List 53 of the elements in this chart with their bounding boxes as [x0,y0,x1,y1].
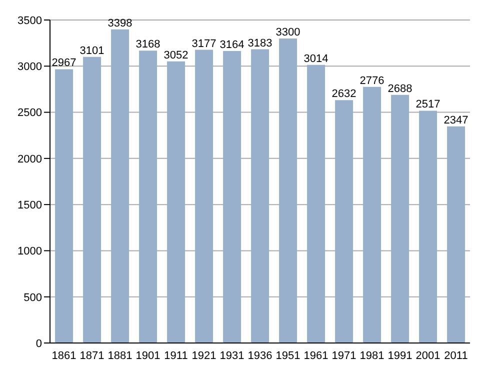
bar [83,56,102,343]
data-label: 3014 [304,52,328,65]
x-tick-label: 1921 [192,350,216,362]
bar [111,29,130,343]
data-label: 3398 [108,17,132,30]
data-label: 2688 [388,82,412,95]
bar [279,38,298,343]
x-tick-label: 1971 [332,350,356,362]
data-label: 2967 [52,57,76,70]
y-tick-label: 500 [24,292,42,304]
y-tick-label: 2000 [18,153,42,166]
bar [419,110,438,343]
x-tick-label: 1861 [52,350,76,362]
bar [223,51,242,343]
x-tick-label: 1911 [164,350,188,362]
x-tick-label: 1931 [220,350,244,362]
data-label: 3168 [136,38,160,51]
bar [447,126,466,343]
bar [307,64,326,343]
x-tick-label: 1871 [80,350,104,362]
data-label: 3052 [164,49,188,62]
data-label: 3177 [192,38,216,50]
x-tick-label: 1961 [304,350,328,362]
y-tick-label: 1000 [18,246,42,258]
x-tick-label: 1951 [276,350,300,362]
y-tick-label: 3000 [18,61,42,74]
data-label: 3183 [248,37,272,50]
bar [139,50,158,343]
bar [363,86,382,343]
bar [391,94,410,343]
x-tick-label: 2001 [416,350,440,362]
y-tick-label: 0 [36,338,42,350]
data-label: 3164 [220,39,244,52]
data-label: 3300 [276,26,300,38]
y-tick-label: 3500 [18,14,42,27]
data-label: 2776 [360,74,384,87]
x-tick-label: 1881 [108,350,132,362]
x-tick-label: 1901 [136,350,160,362]
x-tick-label: 1991 [388,350,412,362]
bar [335,100,354,343]
y-tick-label: 2500 [18,107,42,120]
x-tick-label: 1981 [360,350,384,362]
bar [167,61,186,343]
y-tick-label: 1500 [18,199,42,212]
data-label: 2347 [444,114,468,126]
bar [55,69,74,343]
data-label: 2632 [332,88,356,100]
data-label: 3101 [80,44,104,57]
bar [195,50,214,343]
x-tick-label: 2011 [444,350,468,362]
x-tick-label: 1936 [248,350,272,362]
bar [251,49,270,343]
data-label: 2517 [416,98,440,111]
